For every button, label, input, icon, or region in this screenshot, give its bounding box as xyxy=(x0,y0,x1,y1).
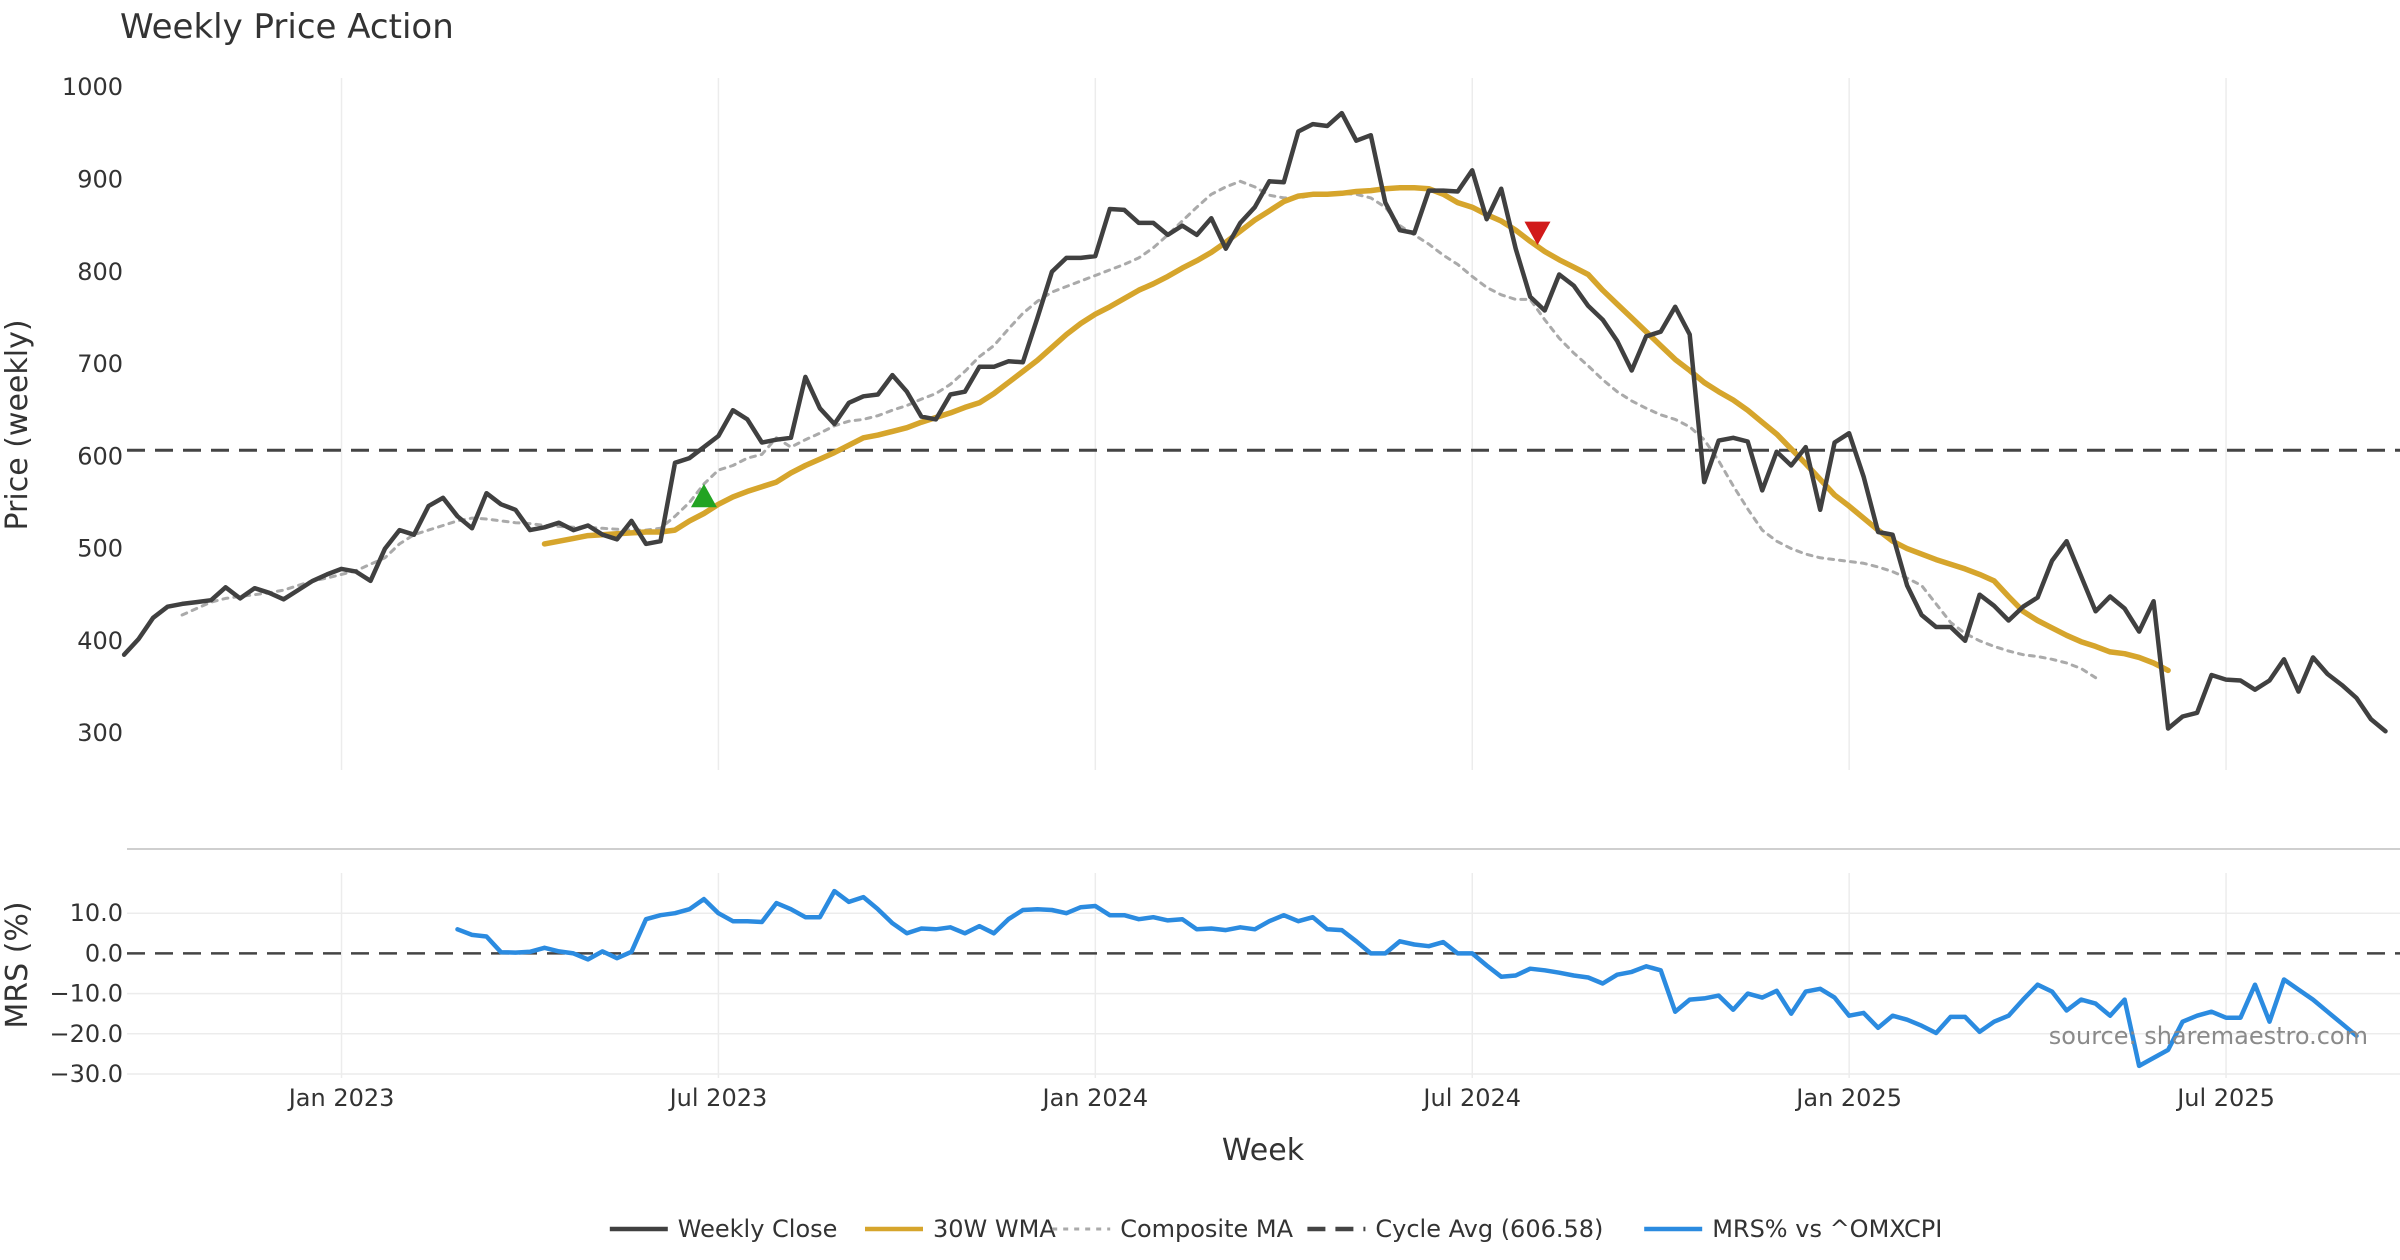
mrs-gridlines xyxy=(127,873,2400,1078)
price-y-axis-title: Price (weekly) xyxy=(0,319,35,530)
price-y-tick-label: 800 xyxy=(77,258,123,286)
price-y-axis: 300 400 500 600 700 800 900 1000 xyxy=(62,73,123,747)
legend-label: 30W WMA xyxy=(933,1215,1056,1243)
series-line-composite-ma xyxy=(180,179,2098,680)
legend-label: Cycle Avg (606.58) xyxy=(1375,1215,1603,1243)
signal-markers xyxy=(690,221,1551,508)
price-y-tick-label: 300 xyxy=(77,719,123,747)
price-y-tick-label: 400 xyxy=(77,627,123,655)
mrs-series xyxy=(455,888,2359,1069)
price-y-tick-label: 500 xyxy=(77,535,123,563)
mrs-y-tick-label: −10.0 xyxy=(49,980,123,1008)
price-y-tick-label: 900 xyxy=(77,165,123,193)
legend-label: Weekly Close xyxy=(678,1215,838,1243)
price-gridlines xyxy=(340,78,2227,770)
x-tick-label: Jul 2024 xyxy=(1421,1084,1521,1112)
source-note: source: sharemaestro.com xyxy=(2049,1022,2368,1050)
mrs-y-tick-label: −20.0 xyxy=(49,1020,123,1048)
mrs-y-axis: 10.0 0.0 −10.0 −20.0 −30.0 xyxy=(49,899,123,1088)
mrs-y-tick-label: 0.0 xyxy=(85,939,123,967)
mrs-panel: 10.0 0.0 −10.0 −20.0 −30.0 MRS (%) source: s… xyxy=(0,873,2400,1088)
mrs-y-axis-title: MRS (%) xyxy=(0,901,35,1028)
x-tick-label: Jul 2023 xyxy=(668,1084,768,1112)
legend: Weekly Close 30W WMA Composite MA Cycle Avg… xyxy=(609,1215,1942,1243)
x-tick-label: Jan 2023 xyxy=(287,1084,395,1112)
x-tick-label: Jul 2025 xyxy=(2175,1084,2275,1112)
price-y-tick-label: 700 xyxy=(77,350,123,378)
x-tick-label: Jan 2024 xyxy=(1040,1084,1148,1112)
sell-signal-marker xyxy=(1524,221,1551,246)
chart-title: Weekly Price Action xyxy=(120,7,454,47)
series-line-30w-wma xyxy=(541,185,2171,674)
legend-label: Composite MA xyxy=(1120,1215,1293,1243)
legend-label: MRS% vs ^OMXCPI xyxy=(1712,1215,1942,1243)
mrs-y-tick-label: −30.0 xyxy=(49,1060,123,1088)
buy-signal-marker xyxy=(690,483,717,508)
x-tick-label: Jan 2025 xyxy=(1794,1084,1902,1112)
x-axis-title: Week xyxy=(1222,1133,1305,1168)
series-line-mrs-vs-omxcpi xyxy=(455,888,2359,1069)
price-panel: 300 400 500 600 700 800 900 1000 Price (weekly) xyxy=(0,73,2400,770)
price-y-tick-label: 1000 xyxy=(62,73,123,101)
x-axis: Jan 2023 Jul 2023 Jan 2024 Jul 2024 Jan 2025… xyxy=(287,1084,2275,1112)
price-series xyxy=(121,110,2388,734)
series-line-weekly-close xyxy=(121,110,2388,734)
mrs-y-tick-label: 10.0 xyxy=(70,899,123,927)
price-y-tick-label: 600 xyxy=(77,442,123,470)
